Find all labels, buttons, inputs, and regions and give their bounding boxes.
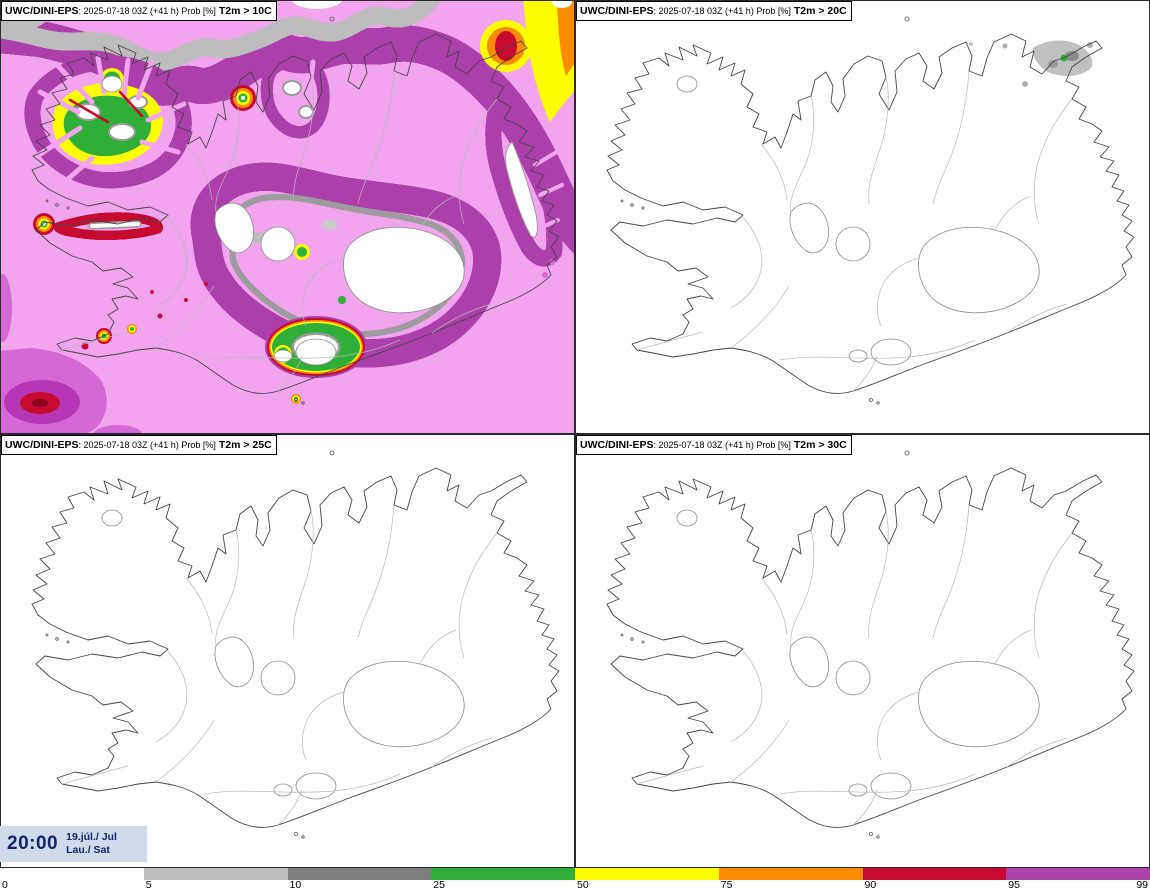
colorbar-tick-50: 50 (577, 879, 589, 891)
valid-date-line1: 19.júl./ Jul (66, 830, 117, 843)
panel-title-model: UWC/DINI-EPS (580, 439, 654, 451)
colorbar-segment-50-75 (575, 868, 719, 880)
iceland-map (31, 450, 560, 839)
panel-title: UWC/DINI-EPS: 2025-07-18 03Z (+41 h) Pro… (576, 435, 852, 455)
panel-title-model: UWC/DINI-EPS (5, 5, 79, 17)
colorbar-tick-5: 5 (145, 879, 152, 891)
map-panel-t2m-gt-25c: UWC/DINI-EPS: 2025-07-18 03Z (+41 h) Pro… (0, 434, 575, 868)
colorbar-tick-75: 75 (720, 879, 733, 891)
panel-title: UWC/DINI-EPS: 2025-07-18 03Z (+41 h) Pro… (1, 435, 277, 455)
colorbar-tick-99: 99 (1136, 879, 1148, 891)
probability-colorbar (0, 868, 1150, 880)
panel-title-meta: : 2025-07-18 03Z (+41 h) Prob [%] (653, 440, 791, 450)
iceland-map (606, 450, 1135, 839)
colorbar-tick-10: 10 (289, 879, 302, 891)
iceland-map (0, 0, 575, 434)
colorbar-segment-10-25 (287, 868, 432, 880)
iceland-map (606, 16, 1135, 405)
map-grid: UWC/DINI-EPS: 2025-07-18 03Z (+41 h) Pro… (0, 0, 1150, 868)
valid-time: 20:00 (7, 833, 59, 854)
colorbar-segment-0-5 (0, 868, 144, 880)
colorbar-tick-25: 25 (433, 879, 445, 891)
legend-footer: 0 5 10 25 50 75 90 95 99 (0, 868, 1150, 891)
panel-title-threshold: T2m > 25C (218, 439, 272, 451)
colorbar-segment-25-50 (431, 868, 575, 880)
colorbar-segment-90-95 (862, 868, 1007, 880)
map-panel-t2m-gt-20c: UWC/DINI-EPS: 2025-07-18 03Z (+41 h) Pro… (575, 0, 1150, 434)
panel-title-model: UWC/DINI-EPS (580, 5, 654, 17)
valid-time-box: 20:00 19.júl./ Jul Lau./ Sat (0, 826, 147, 862)
map-panel-t2m-gt-10c: UWC/DINI-EPS: 2025-07-18 03Z (+41 h) Pro… (0, 0, 575, 434)
panel-title-meta: : 2025-07-18 03Z (+41 h) Prob [%] (78, 6, 216, 16)
valid-date-line2: Lau./ Sat (66, 844, 110, 856)
colorbar-segment-75-90 (718, 868, 863, 880)
panel-title: UWC/DINI-EPS: 2025-07-18 03Z (+41 h) Pro… (576, 1, 852, 21)
panel-title-threshold: T2m > 20C (793, 5, 847, 17)
panel-title-threshold: T2m > 10C (218, 5, 272, 17)
valid-date: 19.júl./ Jul Lau./ Sat (66, 831, 117, 857)
panel-title: UWC/DINI-EPS: 2025-07-18 03Z (+41 h) Pro… (1, 1, 277, 21)
panel-title-threshold: T2m > 30C (793, 439, 847, 451)
map-panel-t2m-gt-30c: UWC/DINI-EPS: 2025-07-18 03Z (+41 h) Pro… (575, 434, 1150, 868)
panel-title-model: UWC/DINI-EPS (5, 439, 79, 451)
colorbar-segment-5-10 (143, 868, 288, 880)
colorbar-tick-95: 95 (1008, 879, 1020, 891)
colorbar-tick-0: 0 (2, 879, 8, 891)
colorbar-segment-95-99 (1006, 868, 1150, 880)
panel-title-meta: : 2025-07-18 03Z (+41 h) Prob [%] (78, 440, 216, 450)
probability-field (0, 0, 575, 434)
colorbar-tick-90: 90 (864, 879, 877, 891)
panel-title-meta: : 2025-07-18 03Z (+41 h) Prob [%] (653, 6, 791, 16)
colorbar-ticks: 0 5 10 25 50 75 90 95 99 (0, 879, 1150, 891)
